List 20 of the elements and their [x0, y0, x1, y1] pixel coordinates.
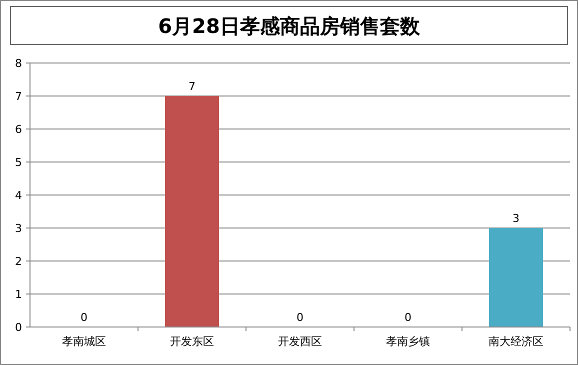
y-tick-label: 7	[15, 90, 22, 103]
x-tick-label: 开发东区	[170, 335, 214, 348]
chart-title: 6月28日孝感商品房销售套数	[158, 14, 421, 38]
data-label: 3	[512, 212, 520, 225]
x-tick-label: 南大经济区	[488, 335, 544, 348]
y-tick-label: 2	[15, 254, 22, 268]
y-tick-label: 1	[15, 288, 22, 301]
y-tick-label: 0	[15, 320, 22, 334]
y-tick-label: 8	[15, 56, 22, 70]
data-label: 0	[404, 311, 412, 324]
y-tick-label: 3	[15, 222, 22, 235]
data-label: 7	[188, 80, 196, 93]
x-tick-label: 开发西区	[278, 335, 322, 348]
y-tick-label: 4	[15, 188, 22, 202]
x-tick-label: 孝南乡镇	[386, 335, 430, 348]
data-label: 0	[296, 311, 304, 324]
y-tick-label: 5	[15, 156, 22, 169]
data-label: 0	[80, 311, 88, 324]
x-tick-label: 孝南城区	[62, 335, 106, 348]
y-tick-label: 6	[15, 122, 22, 136]
